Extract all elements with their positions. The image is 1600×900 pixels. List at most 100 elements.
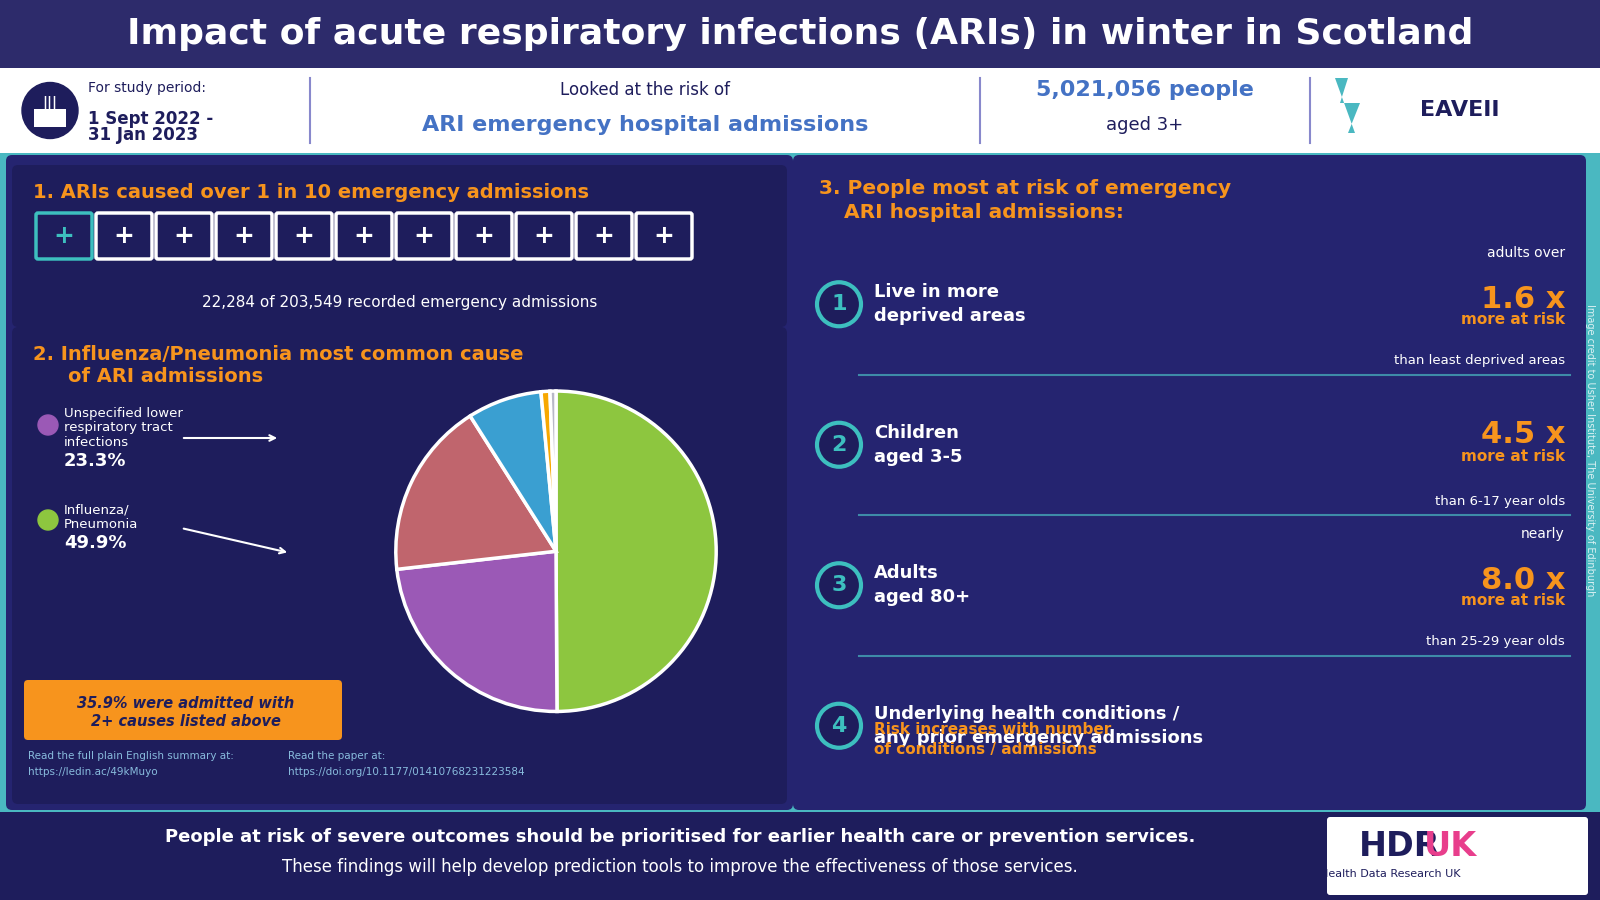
Circle shape [818, 563, 861, 608]
Circle shape [818, 283, 861, 327]
FancyBboxPatch shape [1315, 73, 1595, 148]
Text: +: + [53, 224, 75, 248]
Text: Unspecified upper: Unspecified upper [520, 460, 642, 473]
Wedge shape [550, 391, 557, 551]
Text: than least deprived areas: than least deprived areas [1394, 354, 1565, 367]
Text: 3. People most at risk of emergency: 3. People most at risk of emergency [819, 179, 1230, 199]
Text: Looked at the risk of: Looked at the risk of [560, 81, 730, 99]
Text: respiratory tract: respiratory tract [520, 474, 629, 488]
Text: Image credit to Usher Institute, The University of Edinburgh: Image credit to Usher Institute, The Uni… [1586, 304, 1595, 596]
Text: COVID-19: COVID-19 [520, 404, 584, 418]
Text: 4: 4 [832, 716, 846, 736]
FancyBboxPatch shape [6, 155, 794, 810]
Text: ARI emergency hospital admissions: ARI emergency hospital admissions [422, 115, 869, 135]
FancyBboxPatch shape [24, 680, 342, 740]
Text: EAVEII: EAVEII [1421, 101, 1499, 121]
Wedge shape [470, 392, 557, 551]
FancyBboxPatch shape [0, 68, 1600, 153]
Circle shape [499, 575, 515, 591]
FancyBboxPatch shape [794, 155, 1586, 810]
Text: +: + [234, 224, 254, 248]
Text: +: + [293, 224, 315, 248]
Text: 4.5 x: 4.5 x [1480, 420, 1565, 449]
Text: 2+ causes listed above: 2+ causes listed above [91, 714, 282, 728]
Text: RSV: RSV [520, 569, 547, 581]
FancyBboxPatch shape [0, 0, 1600, 68]
Circle shape [499, 413, 515, 429]
Text: 23.3%: 23.3% [64, 452, 126, 470]
Text: 3: 3 [832, 575, 846, 595]
Text: https://doi.org/10.1177/01410768231223584: https://doi.org/10.1177/0141076823122358… [288, 767, 525, 777]
Text: Live in more
deprived areas: Live in more deprived areas [874, 284, 1026, 325]
FancyBboxPatch shape [13, 165, 787, 327]
FancyBboxPatch shape [13, 327, 787, 804]
Text: 35.9% were admitted with: 35.9% were admitted with [77, 697, 294, 712]
Text: +: + [594, 224, 614, 248]
FancyBboxPatch shape [0, 153, 1600, 812]
Text: 5,021,056 people: 5,021,056 people [1037, 80, 1254, 100]
Text: |||: ||| [43, 95, 58, 110]
Circle shape [818, 423, 861, 467]
Wedge shape [395, 416, 557, 570]
Text: Impact of acute respiratory infections (ARIs) in winter in Scotland: Impact of acute respiratory infections (… [126, 17, 1474, 51]
Circle shape [818, 704, 861, 748]
Text: 17.8%: 17.8% [520, 417, 582, 435]
Text: 7.5%: 7.5% [520, 502, 570, 520]
Text: adults over: adults over [1486, 246, 1565, 260]
Text: Risk increases with number
of conditions / admissions: Risk increases with number of conditions… [874, 723, 1112, 757]
Text: UK: UK [1424, 830, 1477, 862]
Text: infections: infections [520, 490, 586, 502]
Text: Bronchiolitis: Bronchiolitis [520, 532, 602, 544]
FancyBboxPatch shape [1326, 817, 1587, 895]
Text: Adults
aged 80+: Adults aged 80+ [874, 564, 970, 606]
Text: Influenza/: Influenza/ [64, 503, 130, 517]
Text: ARI hospital admissions:: ARI hospital admissions: [845, 203, 1123, 222]
FancyBboxPatch shape [0, 812, 1600, 900]
FancyBboxPatch shape [34, 109, 66, 127]
Text: 2: 2 [832, 435, 846, 454]
Text: +: + [533, 224, 555, 248]
Text: 1: 1 [832, 294, 846, 314]
Text: HDR: HDR [1360, 830, 1440, 862]
Text: 1. ARIs caused over 1 in 10 emergency admissions: 1. ARIs caused over 1 in 10 emergency ad… [34, 184, 589, 202]
Wedge shape [541, 392, 557, 551]
Text: 2. Influenza/Pneumonia most common cause: 2. Influenza/Pneumonia most common cause [34, 346, 523, 365]
Text: Read the full plain English summary at:: Read the full plain English summary at: [29, 751, 234, 761]
Text: +: + [413, 224, 435, 248]
Text: https://ledin.ac/49kMuyo: https://ledin.ac/49kMuyo [29, 767, 158, 777]
Text: 8.0 x: 8.0 x [1480, 566, 1565, 595]
Text: of ARI admissions: of ARI admissions [67, 367, 262, 386]
Text: more at risk: more at risk [1461, 593, 1565, 608]
Text: nearly: nearly [1522, 527, 1565, 541]
Circle shape [38, 415, 58, 435]
Text: Pneumonia: Pneumonia [64, 518, 138, 532]
Text: than 6-17 year olds: than 6-17 year olds [1435, 494, 1565, 508]
Text: more at risk: more at risk [1461, 449, 1565, 464]
Text: 1 Sept 2022 -: 1 Sept 2022 - [88, 110, 213, 128]
Text: Underlying health conditions /
any prior emergency admissions: Underlying health conditions / any prior… [874, 705, 1203, 747]
Text: Children
aged 3-5: Children aged 3-5 [874, 424, 963, 465]
Text: +: + [474, 224, 494, 248]
Text: +: + [653, 224, 675, 248]
Text: 22,284 of 203,549 recorded emergency admissions: 22,284 of 203,549 recorded emergency adm… [202, 295, 597, 310]
Text: than 25-29 year olds: than 25-29 year olds [1426, 635, 1565, 648]
Text: more at risk: more at risk [1461, 311, 1565, 327]
Circle shape [499, 470, 515, 486]
Text: These findings will help develop prediction tools to improve the effectiveness o: These findings will help develop predict… [282, 858, 1078, 876]
Text: 49.9%: 49.9% [64, 534, 126, 552]
Text: +: + [114, 224, 134, 248]
Text: +: + [354, 224, 374, 248]
Polygon shape [1334, 78, 1360, 133]
Text: 0.6%: 0.6% [520, 581, 570, 599]
Text: Read the paper at:: Read the paper at: [288, 751, 386, 761]
Text: People at risk of severe outcomes should be prioritised for earlier health care : People at risk of severe outcomes should… [165, 828, 1195, 846]
Text: infections: infections [64, 436, 130, 449]
Text: respiratory tract: respiratory tract [64, 421, 173, 435]
Text: 0.9%: 0.9% [520, 544, 570, 562]
Text: +: + [173, 224, 195, 248]
Circle shape [22, 83, 78, 139]
Wedge shape [397, 551, 557, 712]
Text: aged 3+: aged 3+ [1106, 116, 1184, 134]
Wedge shape [555, 391, 717, 711]
Text: Unspecified lower: Unspecified lower [64, 407, 182, 419]
